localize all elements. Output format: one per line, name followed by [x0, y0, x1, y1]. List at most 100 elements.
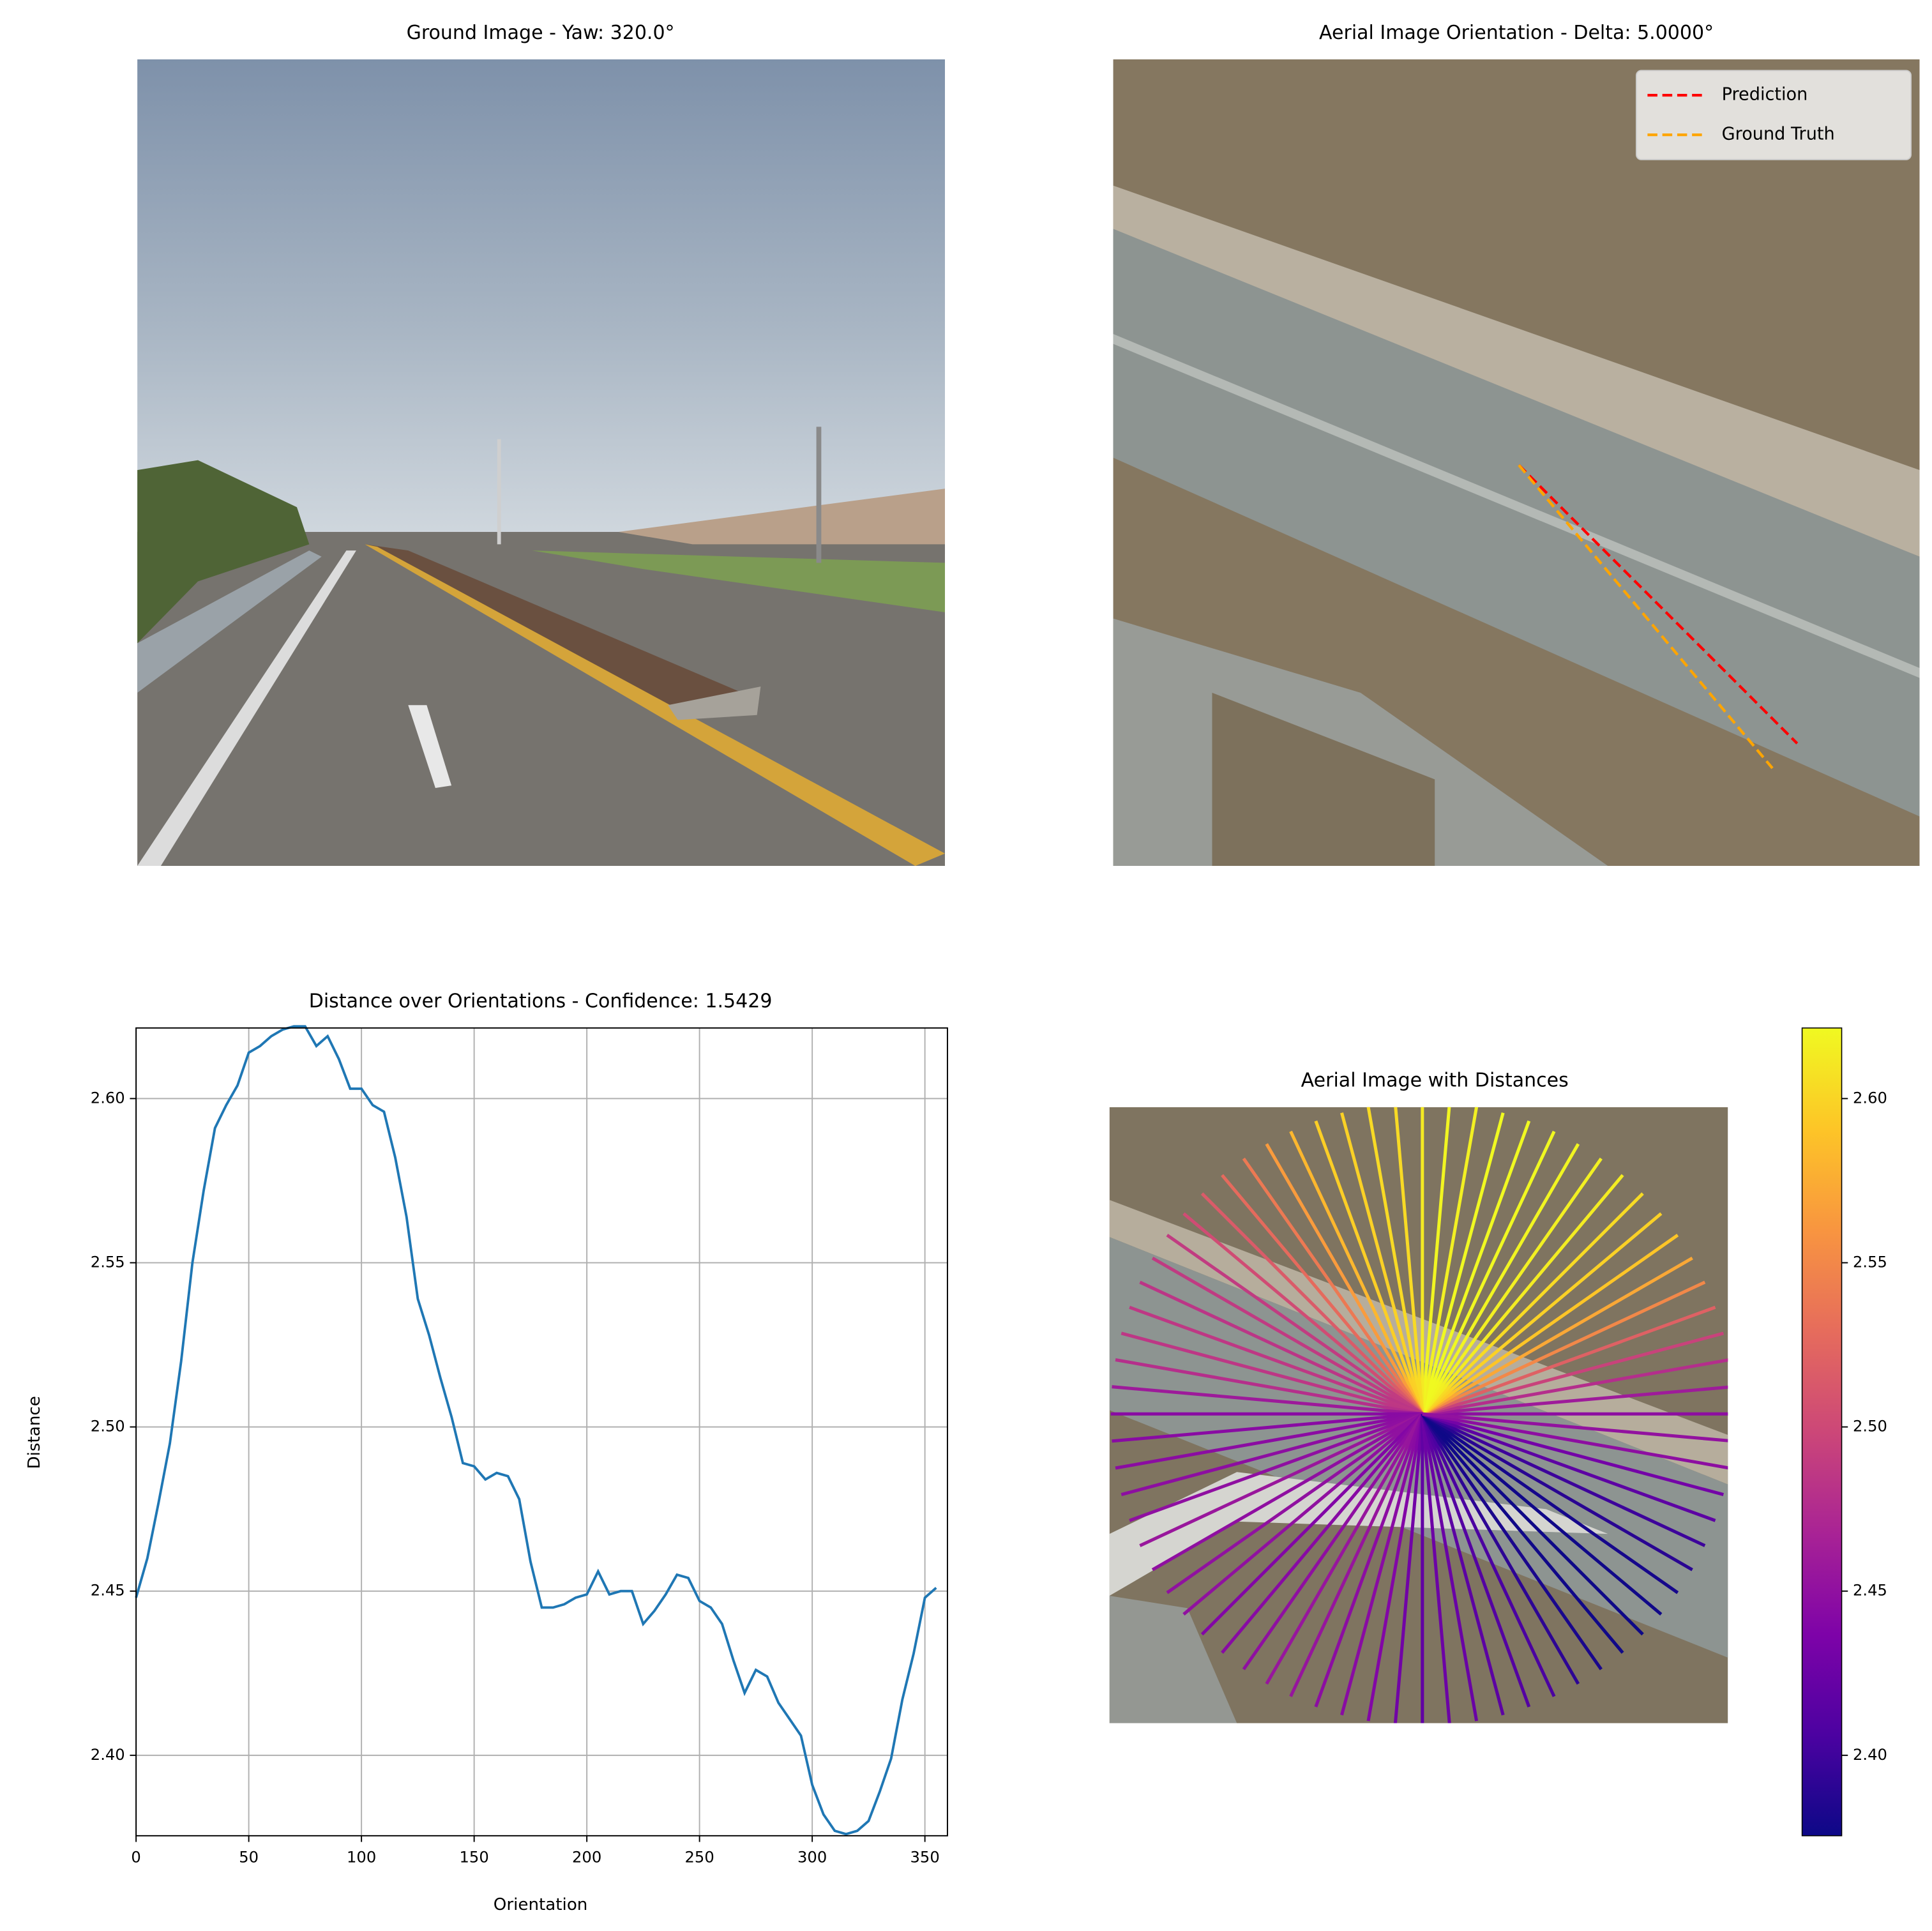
ray: [1421, 1414, 1451, 1723]
ray: [1421, 1412, 1644, 1636]
ray: [1421, 1234, 1679, 1416]
ray: [1166, 1234, 1424, 1416]
ray: [1421, 1130, 1556, 1415]
ray: [1421, 1413, 1479, 1722]
ray: [1129, 1412, 1423, 1522]
y-tick-label: 2.50: [91, 1418, 125, 1435]
x-tick-label: 0: [131, 1849, 140, 1867]
ray: [1421, 1280, 1706, 1416]
data-line: [135, 1025, 937, 1836]
ray: [1421, 1107, 1451, 1414]
panel-title: Ground Image - Yaw: 320.0°: [407, 22, 675, 44]
ray: [1151, 1256, 1424, 1416]
ray: [1422, 1412, 1724, 1497]
ground-image: [137, 59, 946, 867]
ray: [1112, 1385, 1423, 1416]
legend-label: Prediction: [1722, 85, 1808, 105]
colorbar: [1801, 1027, 1843, 1836]
x-tick-label: 100: [347, 1849, 376, 1867]
x-tick-label: 350: [910, 1849, 940, 1867]
x-tick-label: 300: [797, 1849, 827, 1867]
colorbar-tick-label: 2.55: [1853, 1253, 1887, 1271]
y-tick-label: 2.45: [91, 1582, 125, 1600]
ray: [1422, 1358, 1728, 1416]
ray: [1221, 1412, 1424, 1654]
ray: [1265, 1143, 1424, 1415]
ray: [1421, 1413, 1505, 1716]
ray: [1139, 1412, 1423, 1547]
ray: [1422, 1412, 1728, 1443]
ray: [1421, 1112, 1505, 1414]
colorbar-tick-label: 2.40: [1853, 1746, 1887, 1764]
panel-title: Distance over Orientations - Confidence:…: [309, 990, 773, 1013]
ray: [1200, 1412, 1424, 1636]
ray: [1421, 1412, 1663, 1616]
ray: [1115, 1412, 1423, 1470]
ray: [1366, 1107, 1424, 1414]
ray: [1421, 1412, 1603, 1670]
ray: [1422, 1412, 1728, 1470]
ray: [1265, 1412, 1424, 1685]
panel-title: Aerial Image Orientation - Delta: 5.0000…: [1319, 22, 1714, 44]
ray: [1421, 1305, 1716, 1416]
ray: [1421, 1212, 1663, 1416]
ray: [1421, 1256, 1693, 1416]
x-tick-label: 50: [239, 1849, 259, 1867]
y-tick-label: 2.55: [91, 1253, 125, 1271]
ray: [1422, 1385, 1728, 1416]
x-tick-label: 250: [685, 1849, 714, 1867]
aerial-image: [1113, 59, 1920, 867]
ray: [1421, 1107, 1479, 1414]
y-axis-label: Distance: [25, 1396, 44, 1469]
ray: [1121, 1331, 1423, 1416]
ray: [1421, 1412, 1624, 1654]
y-tick-label: 2.40: [91, 1746, 125, 1764]
ray: [1166, 1412, 1424, 1594]
ray: [1314, 1120, 1424, 1415]
ray: [1421, 1120, 1531, 1415]
ray: [1242, 1157, 1424, 1415]
ray: [1151, 1412, 1424, 1571]
ray: [1421, 1412, 1706, 1547]
ray: [1366, 1413, 1424, 1722]
ray: [1242, 1412, 1424, 1670]
x-tick-label: 200: [572, 1849, 601, 1867]
ray: [1314, 1413, 1424, 1708]
ray: [1421, 1412, 1716, 1522]
ray: [1421, 1192, 1644, 1416]
ray: [1289, 1413, 1424, 1697]
ray: [1129, 1305, 1423, 1416]
colorbar-tick-label: 2.50: [1853, 1418, 1887, 1435]
legend-label: Ground Truth: [1722, 125, 1835, 144]
ray: [1340, 1413, 1424, 1716]
ray: [1421, 1157, 1603, 1415]
ray: [1182, 1212, 1424, 1416]
ray: [1422, 1331, 1724, 1416]
ray: [1421, 1412, 1679, 1594]
ray: [1393, 1414, 1424, 1723]
ray: [1394, 1107, 1424, 1414]
ray: [1421, 1412, 1580, 1685]
ray: [1121, 1412, 1423, 1497]
colorbar-tick-label: 2.45: [1853, 1582, 1887, 1600]
ray: [1221, 1174, 1424, 1415]
ray: [1340, 1112, 1424, 1414]
ray: [1200, 1192, 1424, 1416]
ray: [1182, 1412, 1424, 1616]
ray: [1421, 1412, 1693, 1571]
ray: [1421, 1174, 1624, 1415]
legend: [1636, 70, 1912, 160]
ray: [1421, 1413, 1556, 1697]
ray: [1139, 1280, 1423, 1416]
y-tick-label: 2.60: [91, 1089, 125, 1107]
x-axis-label: Orientation: [494, 1895, 588, 1914]
ray: [1421, 1143, 1580, 1415]
ray: [1289, 1130, 1424, 1415]
x-tick-label: 150: [460, 1849, 489, 1867]
ray: [1421, 1413, 1531, 1708]
panel-title: Aerial Image with Distances: [1301, 1070, 1569, 1092]
ray-group: [1110, 1107, 1728, 1723]
ray: [1112, 1412, 1423, 1443]
colorbar-tick-label: 2.60: [1853, 1089, 1887, 1107]
